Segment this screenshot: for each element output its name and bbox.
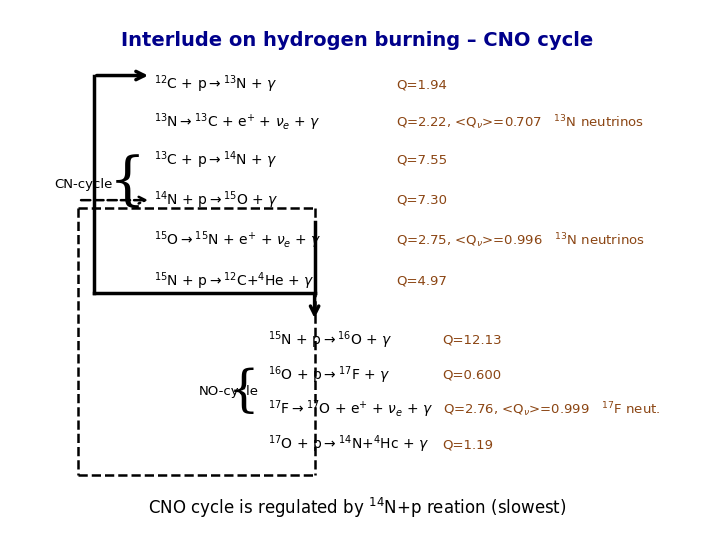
Text: NO-cycle: NO-cycle: [199, 386, 259, 399]
Text: Q=12.13: Q=12.13: [443, 333, 503, 346]
Text: {: {: [228, 368, 260, 417]
Text: CNO cycle is regulated by $^{14}$N+p reation (slowest): CNO cycle is regulated by $^{14}$N+p rea…: [148, 495, 567, 519]
Text: $^{12}$C + p$\rightarrow$$^{13}$N + $\gamma$: $^{12}$C + p$\rightarrow$$^{13}$N + $\ga…: [154, 74, 278, 96]
Text: Q=2.75, <Q$_{\nu}$>=0.996   $^{13}$N neutrinos: Q=2.75, <Q$_{\nu}$>=0.996 $^{13}$N neutr…: [397, 231, 645, 250]
Text: Q=7.30: Q=7.30: [397, 194, 447, 207]
Text: $^{15}$O$\rightarrow$$^{15}$N + e$^{+}$ + $\nu_e$ + $\gamma$: $^{15}$O$\rightarrow$$^{15}$N + e$^{+}$ …: [154, 230, 322, 251]
Text: Q=2.76, <Q$_{\nu}$>=0.999   $^{17}$F neut.: Q=2.76, <Q$_{\nu}$>=0.999 $^{17}$F neut.: [443, 400, 660, 419]
Text: Q=1.94: Q=1.94: [397, 78, 447, 91]
Text: Q=2.22, <Q$_{\nu}$>=0.707   $^{13}$N neutrinos: Q=2.22, <Q$_{\nu}$>=0.707 $^{13}$N neutr…: [397, 113, 644, 132]
Text: CN-cycle: CN-cycle: [54, 178, 112, 191]
Text: Q=7.55: Q=7.55: [397, 153, 448, 166]
Text: Q=1.19: Q=1.19: [443, 438, 494, 451]
Text: $^{15}$N + p$\rightarrow$$^{12}$C+$^{4}$He + $\gamma$: $^{15}$N + p$\rightarrow$$^{12}$C+$^{4}$…: [154, 270, 315, 292]
Text: $^{13}$N$\rightarrow$$^{13}$C + e$^{+}$ + $\nu_e$ + $\gamma$: $^{13}$N$\rightarrow$$^{13}$C + e$^{+}$ …: [154, 111, 321, 133]
Text: {: {: [109, 154, 146, 211]
Text: Q=4.97: Q=4.97: [397, 274, 447, 287]
Text: $^{14}$N + p$\rightarrow$$^{15}$O + $\gamma$: $^{14}$N + p$\rightarrow$$^{15}$O + $\ga…: [154, 190, 279, 211]
Text: $^{16}$O + p$\rightarrow$$^{17}$F + $\gamma$: $^{16}$O + p$\rightarrow$$^{17}$F + $\ga…: [269, 364, 390, 386]
Text: Interlude on hydrogen burning – CNO cycle: Interlude on hydrogen burning – CNO cycl…: [121, 31, 593, 50]
Text: Q=0.600: Q=0.600: [443, 368, 502, 381]
Text: $^{13}$C + p$\rightarrow$$^{14}$N + $\gamma$: $^{13}$C + p$\rightarrow$$^{14}$N + $\ga…: [154, 149, 278, 171]
Text: $^{17}$F$\rightarrow$$^{17}$O + e$^{+}$ + $\nu_e$ + $\gamma$: $^{17}$F$\rightarrow$$^{17}$O + e$^{+}$ …: [269, 399, 433, 421]
Text: $^{17}$O + p$\rightarrow$$^{14}$N+$^{4}$Hc + $\gamma$: $^{17}$O + p$\rightarrow$$^{14}$N+$^{4}$…: [269, 434, 429, 455]
Text: $^{15}$N + p$\rightarrow$$^{16}$O + $\gamma$: $^{15}$N + p$\rightarrow$$^{16}$O + $\ga…: [269, 329, 393, 350]
